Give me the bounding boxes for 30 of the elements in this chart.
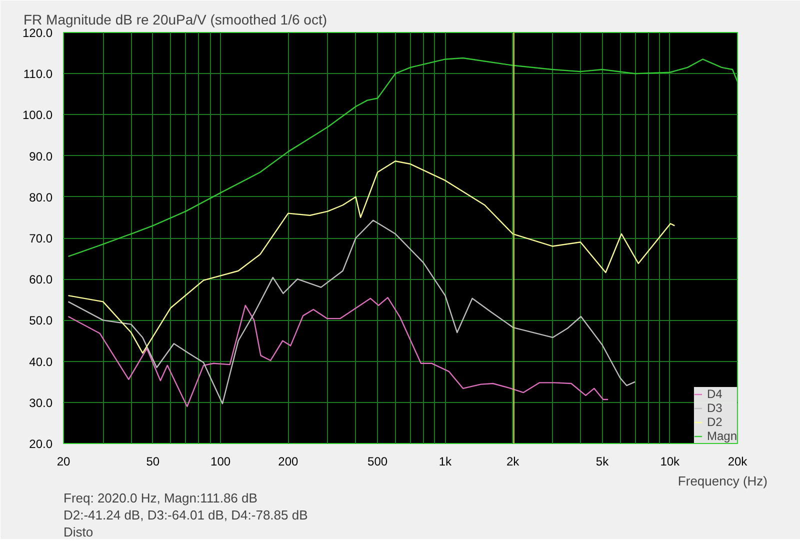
y-tick-label: 70.0 <box>29 232 53 246</box>
legend-label: D3 <box>706 401 724 415</box>
text: Freq: 2020.0 Hz, Magn:111.86 dB <box>64 490 258 506</box>
y-tick-label: 20.0 <box>29 437 53 451</box>
x-tick-label: 20 <box>56 454 70 468</box>
y-tick-label: 40.0 <box>29 354 53 369</box>
y-tick-label: 90.0 <box>29 149 53 164</box>
y-tick-label: 80.0 <box>29 190 53 204</box>
y-tick-label: 100.0 <box>22 108 53 122</box>
y-tick-label: 50.0 <box>29 314 53 328</box>
legend-label: D2 <box>706 415 724 429</box>
y-tick-label: 120.0 <box>22 26 53 40</box>
x-tick-label: 20k <box>728 454 748 468</box>
y-tick-label: 110.0 <box>23 67 53 82</box>
y-tick-label: 60.0 <box>29 272 53 287</box>
x-tick-label: 5k <box>596 454 610 468</box>
x-tick-label: 10k <box>660 454 681 468</box>
x-tick-label: 500 <box>368 454 388 468</box>
chart-title: FR Magnitude dB re 20uPa/V (smoothed 1/6 oct) <box>24 12 327 28</box>
x-tick-label: 1k <box>438 454 453 468</box>
legend-label: Magn <box>706 429 737 443</box>
text: Disto <box>64 524 94 540</box>
x-tick-label: 100 <box>210 454 231 468</box>
legend-label: D4 <box>706 387 724 401</box>
x-tick-label: 50 <box>146 454 160 468</box>
x-tick-label: 2k <box>506 454 520 468</box>
text: D2:-41.24 dB, D3:-64.01 dB, D4:-78.85 dB <box>64 508 308 522</box>
y-tick-label: 30.0 <box>29 396 53 410</box>
x-axis-title: Frequency (Hz) <box>678 474 768 488</box>
x-tick-label: 200 <box>278 454 299 468</box>
